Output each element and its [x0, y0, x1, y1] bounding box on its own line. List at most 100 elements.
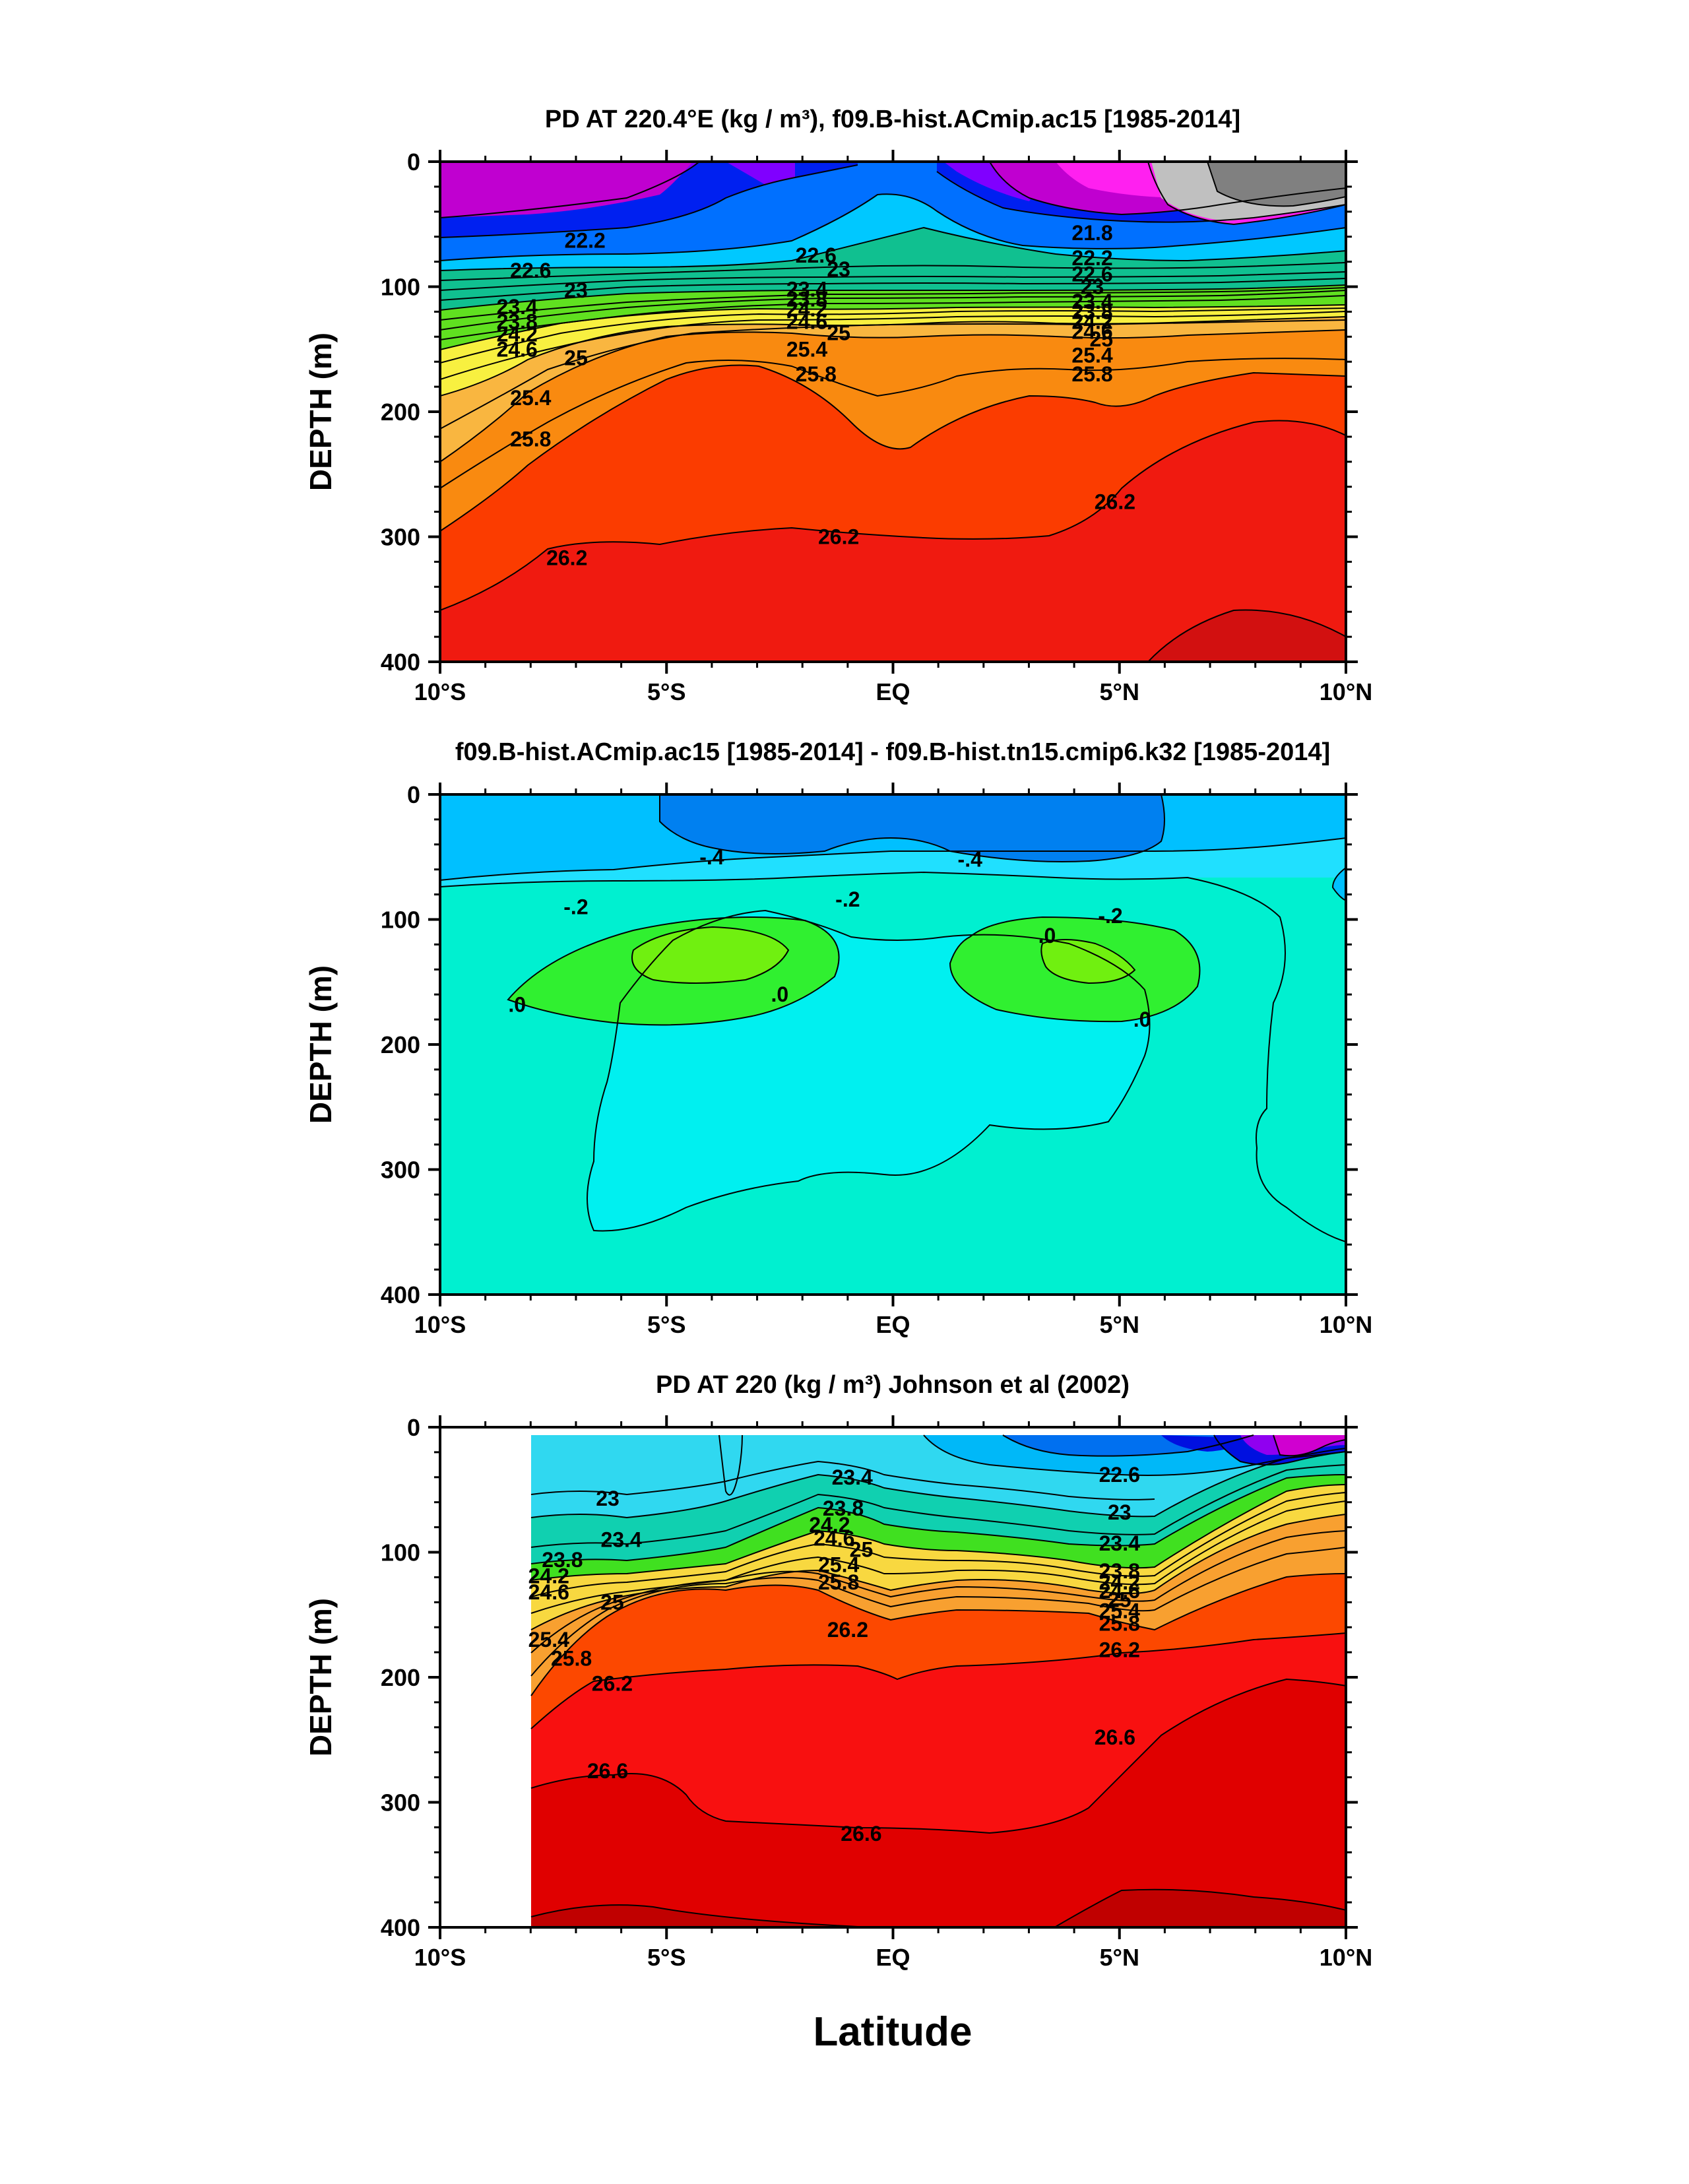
- panel-3: PD AT 220 (kg / m³) Johnson et al (2002): [303, 1371, 1372, 1971]
- y-tick-label: 300: [381, 524, 420, 551]
- contour-label: 23: [1108, 1500, 1131, 1524]
- contour-label: 26.2: [827, 1618, 868, 1642]
- y-tick-label: 200: [381, 399, 420, 426]
- y-tick-label: 300: [381, 1789, 420, 1816]
- contour-label: 23.4: [600, 1528, 641, 1552]
- x-tick-label: 10°N: [1320, 1311, 1372, 1338]
- x-tick-label: EQ: [876, 1311, 910, 1338]
- contour-label: 23.4: [1099, 1531, 1140, 1555]
- contour-label: 23.8: [542, 1548, 583, 1572]
- contour-label: 24.6: [786, 310, 827, 334]
- contour-label: 25.4: [1071, 344, 1112, 368]
- y-tick-label: 0: [407, 148, 420, 176]
- y-axis-label: DEPTH (m): [303, 1598, 338, 1756]
- contour-label: 23: [1081, 275, 1104, 299]
- contour-label: 24.2: [1071, 310, 1112, 334]
- contour-label: 25: [850, 1538, 874, 1562]
- contour-label: 25: [1089, 327, 1113, 351]
- y-tick-label: 100: [381, 274, 420, 301]
- contour-label: 25.8: [551, 1647, 592, 1671]
- x-tick-label: 10°S: [414, 678, 466, 705]
- contour-label: 26.6: [1095, 1725, 1135, 1749]
- x-tick-label: EQ: [876, 678, 910, 705]
- contour-label: .0: [1133, 1008, 1151, 1031]
- x-tick-label: 5°S: [647, 678, 685, 705]
- x-tick-label: 10°N: [1320, 1944, 1372, 1971]
- contour-label: 25.4: [818, 1553, 859, 1576]
- contour-label: -.4: [958, 848, 983, 872]
- contour-label: 23.4: [497, 295, 538, 319]
- y-tick-label: 400: [381, 649, 420, 676]
- contour-label: 26.2: [818, 525, 859, 549]
- contour-label: 23.8: [786, 287, 827, 311]
- contour-label: 24.6: [1071, 320, 1112, 344]
- x-axis-label: Latitude: [813, 2009, 972, 2055]
- x-tick-label: 5°S: [647, 1944, 685, 1971]
- x-tick-label: 10°N: [1320, 678, 1372, 705]
- contour-label: .0: [508, 992, 526, 1016]
- contour-label: 25.4: [786, 337, 827, 361]
- x-tick-label: 5°S: [647, 1311, 685, 1338]
- contour-label: 25.8: [1071, 362, 1112, 386]
- contour-label: 25.4: [510, 386, 551, 410]
- contour-label: 24.2: [1099, 1570, 1140, 1594]
- contour-label: 25: [1108, 1588, 1131, 1612]
- contour-label: .0: [1038, 924, 1056, 947]
- contour-label: 24.6: [813, 1527, 854, 1551]
- contour-label: 22.6: [1099, 1463, 1140, 1487]
- contour-label: 25.4: [1099, 1599, 1140, 1623]
- contour-label: 26.2: [1099, 1638, 1140, 1661]
- contour-label: 24.2: [528, 1564, 569, 1588]
- contour-label: 23.8: [497, 310, 538, 334]
- y-axis-label: DEPTH (m): [303, 965, 338, 1124]
- x-tick-label: 5°N: [1100, 678, 1139, 705]
- panel-1-title: PD AT 220.4°E (kg / m³), f09.B-hist.ACmi…: [545, 106, 1240, 133]
- contour-label: 26.6: [841, 1822, 881, 1846]
- contour-label: 26.2: [546, 546, 587, 570]
- contour-label: 22.2: [565, 228, 606, 252]
- panel-1: PD AT 220.4°E (kg / m³), f09.B-hist.ACmi…: [303, 106, 1372, 705]
- contour-label: 26.6: [587, 1759, 628, 1783]
- contour-label: 25.4: [528, 1628, 569, 1652]
- y-tick-label: 0: [407, 781, 420, 808]
- x-tick-label: 5°N: [1100, 1944, 1139, 1971]
- x-tick-label: 10°S: [414, 1944, 466, 1971]
- y-tick-label: 400: [381, 1914, 420, 1941]
- contour-label: 24.6: [1099, 1579, 1140, 1603]
- contour-label: 22.6: [796, 243, 837, 267]
- panel-1-fills: [440, 162, 1346, 662]
- contour-label: 23.4: [832, 1465, 873, 1489]
- contour-label: 25.8: [818, 1570, 859, 1594]
- contour-label: -.2: [563, 895, 588, 919]
- contour-label: -.4: [699, 845, 724, 869]
- panel-2-title: f09.B-hist.ACmip.ac15 [1985-2014] - f09.…: [455, 738, 1330, 766]
- contour-label: 22.2: [1071, 246, 1112, 270]
- contour-label: 26.2: [592, 1671, 633, 1695]
- contour-label: .0: [771, 982, 789, 1006]
- y-tick-label: 100: [381, 907, 420, 934]
- y-tick-label: 400: [381, 1281, 420, 1308]
- contour-label: 22.6: [510, 259, 551, 282]
- y-tick-label: 200: [381, 1664, 420, 1691]
- y-tick-label: 300: [381, 1157, 420, 1184]
- contour-label: 25: [564, 346, 588, 370]
- contour-label: 23: [596, 1487, 620, 1510]
- x-tick-label: EQ: [876, 1944, 910, 1971]
- contour-label: 25.8: [796, 362, 837, 386]
- x-tick-label: 10°S: [414, 1311, 466, 1338]
- contour-label: 23.8: [1071, 300, 1112, 323]
- contour-label: 23: [827, 257, 850, 281]
- contour-label: 25: [600, 1590, 624, 1614]
- contour-label: 25.8: [510, 428, 551, 451]
- contour-label: 24.2: [809, 1513, 850, 1537]
- contour-label: 23.8: [823, 1496, 864, 1520]
- contour-label: 26.2: [1095, 490, 1135, 513]
- y-tick-label: 200: [381, 1031, 420, 1058]
- contour-label: 24.2: [786, 298, 827, 321]
- contour-label: 25: [827, 321, 850, 345]
- x-tick-label: 5°N: [1100, 1311, 1139, 1338]
- contour-label: 25.8: [1099, 1612, 1140, 1636]
- y-tick-label: 100: [381, 1539, 420, 1566]
- contour-label: 23: [564, 278, 588, 302]
- panel-3-fills: [530, 1434, 1346, 1927]
